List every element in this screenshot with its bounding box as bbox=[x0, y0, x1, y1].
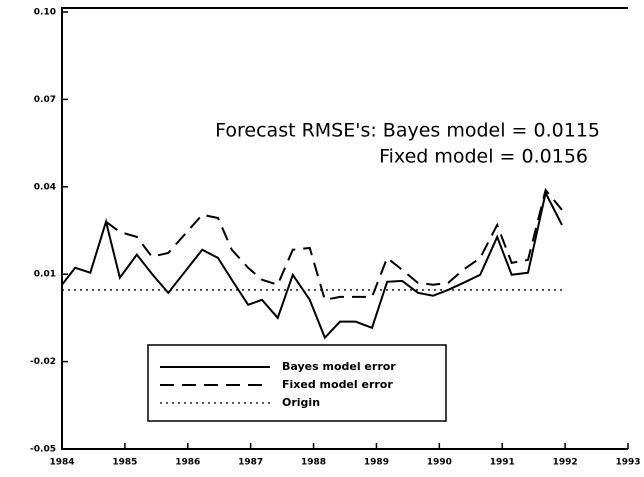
x-tick-label: 1991 bbox=[490, 458, 515, 468]
x-tick-label: 1985 bbox=[112, 458, 137, 468]
x-tick-label: 1984 bbox=[49, 458, 74, 468]
x-tick-label: 1989 bbox=[364, 458, 389, 468]
legend-box bbox=[147, 344, 447, 422]
annotation: Forecast RMSE's: Bayes model = 0.0115 bbox=[215, 120, 600, 142]
legend-label: Bayes model error bbox=[282, 360, 396, 373]
y-tick-label: 0.01 bbox=[34, 270, 56, 280]
series-line bbox=[105, 187, 563, 301]
y-tick-label: 0.04 bbox=[34, 182, 56, 192]
x-tick-label: 1993 bbox=[615, 458, 640, 468]
legend-label: Origin bbox=[282, 396, 320, 409]
annotation: Fixed model = 0.0156 bbox=[379, 146, 588, 168]
axes bbox=[61, 7, 628, 450]
legend-label: Fixed model error bbox=[282, 378, 393, 391]
series-line bbox=[61, 189, 563, 340]
x-tick-label: 1986 bbox=[175, 458, 200, 468]
y-tick-label: 0.10 bbox=[34, 8, 56, 18]
y-tick-label: -0.02 bbox=[30, 357, 56, 367]
x-tick-label: 1992 bbox=[553, 458, 578, 468]
x-tick-label: 1987 bbox=[238, 458, 263, 468]
y-tick-label: -0.05 bbox=[30, 445, 56, 455]
x-tick-label: 1988 bbox=[301, 458, 326, 468]
x-tick-label: 1990 bbox=[427, 458, 452, 468]
y-tick-label: 0.07 bbox=[34, 95, 56, 105]
